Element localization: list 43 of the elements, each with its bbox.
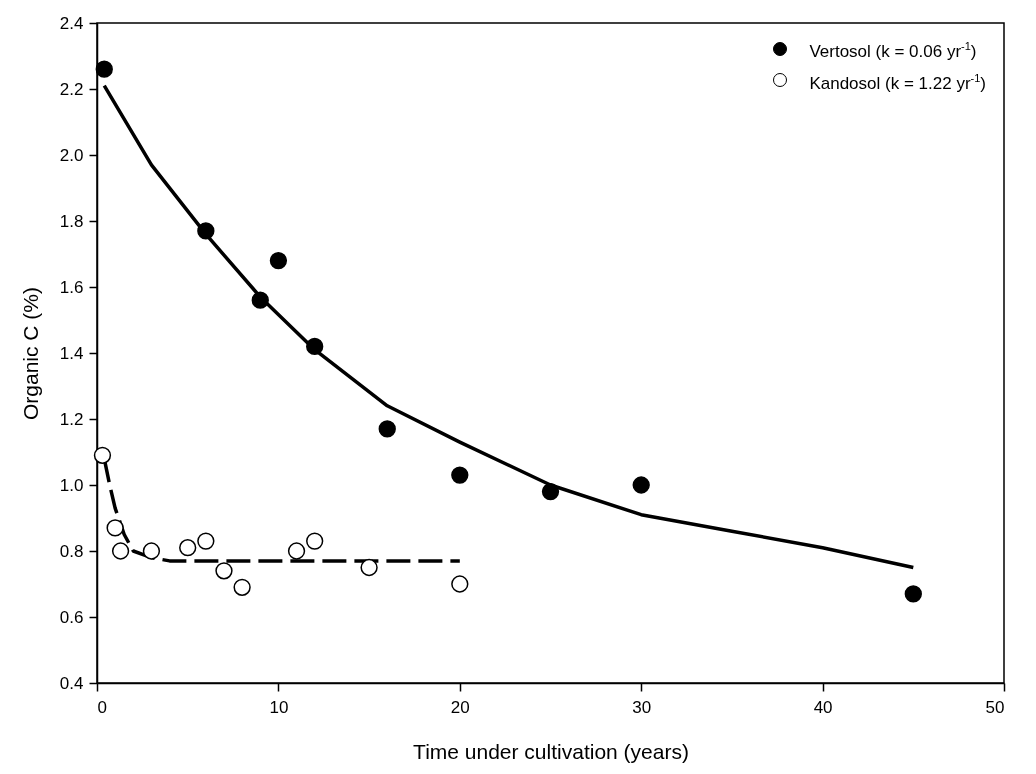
point: [451, 466, 469, 484]
point: [251, 291, 269, 309]
y-tick-label: 1.2: [59, 409, 84, 429]
x-tick-label: 20: [450, 697, 470, 717]
point: [215, 562, 233, 580]
y-tick-label: 2.0: [59, 145, 84, 165]
point: [106, 519, 124, 537]
point: [360, 558, 378, 577]
point: [179, 539, 197, 557]
point: [287, 542, 306, 560]
point: [632, 476, 650, 494]
point: [197, 532, 215, 550]
point: [142, 542, 161, 560]
point: [541, 482, 560, 501]
legend-label: Kandosol (k = 1.22 yr$^{-1}$): [809, 70, 986, 95]
point: [111, 542, 130, 560]
point: [269, 251, 288, 270]
y-tick-label: 2.2: [59, 79, 84, 99]
point: [95, 60, 113, 78]
point: [904, 585, 922, 603]
y-tick-label: 0.6: [59, 607, 84, 627]
point: [378, 420, 396, 438]
y-tick-label: 2.4: [59, 13, 84, 33]
x-tick-label: 30: [632, 697, 652, 717]
point: [197, 222, 215, 240]
x-axis-title: Time under cultivation (years): [413, 739, 689, 763]
x-tick-label: 0: [97, 697, 107, 717]
point: [306, 532, 324, 550]
point: [306, 337, 324, 356]
y-tick-label: 1.8: [59, 211, 84, 231]
x-tick-label: 10: [269, 697, 289, 717]
point: [451, 575, 469, 593]
y-tick-label: 0.4: [59, 673, 84, 693]
legend-label: Vertosol (k = 0.06 yr$^{-1}$): [809, 39, 977, 63]
y-tick-label: 1.6: [59, 277, 84, 297]
point: [233, 578, 251, 596]
point: [93, 446, 112, 464]
x-tick-label: 40: [813, 697, 833, 717]
y-tick-label: 0.8: [59, 541, 84, 561]
y-axis-title: Organic C (%): [18, 286, 42, 421]
y-tick-label: 1.4: [59, 343, 84, 363]
x-tick-label: 50: [985, 697, 1005, 717]
y-tick-label: 1.0: [59, 475, 84, 495]
